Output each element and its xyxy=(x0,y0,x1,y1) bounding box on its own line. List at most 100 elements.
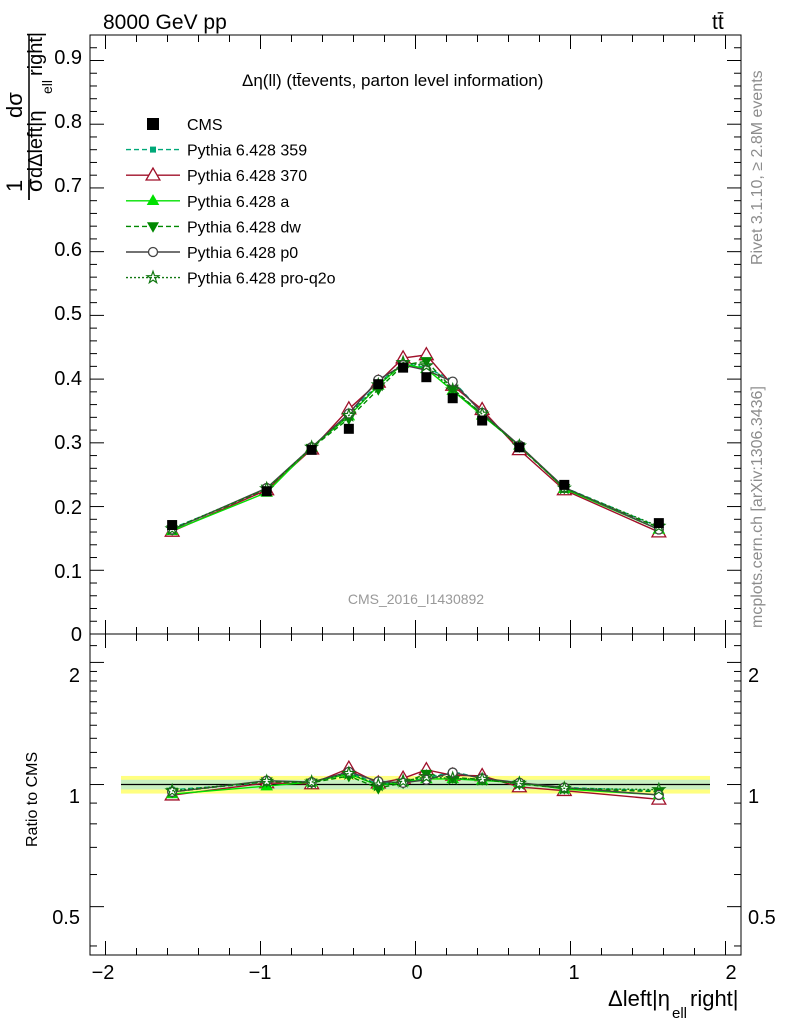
series-ratio-point xyxy=(341,765,357,780)
axis-ticks xyxy=(90,35,741,955)
legend-entry: Pythia 6.428 pro-q2o xyxy=(126,269,336,288)
series-point xyxy=(418,357,435,373)
series-ratio-point xyxy=(164,782,180,798)
xtick-label: −1 xyxy=(249,962,272,984)
series-line xyxy=(171,364,660,531)
legend-label: Pythia 6.428 370 xyxy=(187,168,307,185)
ylabel-subscript: ell xyxy=(39,80,55,94)
main-ytick-label: 0.7 xyxy=(54,175,82,197)
data-point xyxy=(261,486,272,497)
main-ytick-label: 0.3 xyxy=(54,432,82,454)
legend-marker xyxy=(147,246,159,258)
series-ratio-line xyxy=(172,767,659,801)
main-y-axis-label: 1 σ dσ dΔleft|η ell right| xyxy=(2,32,55,200)
series-line xyxy=(171,363,660,532)
legend-entry: Pythia 6.428 370 xyxy=(126,166,307,185)
xlabel-subscript: ell xyxy=(672,1005,687,1022)
series-group xyxy=(169,360,662,794)
legend-entry: Pythia 6.428 dw xyxy=(126,219,301,236)
series-ratio-point xyxy=(556,780,572,795)
series-point xyxy=(445,381,461,397)
series-ratio-point xyxy=(511,775,528,790)
main-ytick-label: 0.1 xyxy=(54,561,82,583)
legend: CMS Pythia 6.428 359 Pythia 6.428 370 Pythi… xyxy=(126,117,336,288)
legend-marker xyxy=(146,194,160,206)
xtick-label: 0 xyxy=(411,962,422,984)
ratio-ytick-label-right: 0.5 xyxy=(748,907,776,929)
series-layer xyxy=(164,346,667,805)
xlabel-main: Δleft|η xyxy=(608,986,670,1011)
series-ratio-point xyxy=(445,770,461,785)
series-group xyxy=(164,354,667,798)
ratio-ytick-label-right: 2 xyxy=(748,665,759,687)
data-point xyxy=(421,372,432,383)
main-ytick-label: 0.5 xyxy=(54,303,82,325)
series-group xyxy=(164,346,667,805)
data-point xyxy=(398,362,409,373)
ylabel-denominator: σ xyxy=(22,178,47,192)
ratio-ytick-label: 0.5 xyxy=(52,907,80,929)
legend-label: Pythia 6.428 pro-q2o xyxy=(187,271,336,288)
xtick-label: 1 xyxy=(568,962,579,984)
data-point xyxy=(559,479,570,490)
data-point xyxy=(343,423,354,434)
series-point xyxy=(447,376,458,387)
data-point xyxy=(167,520,178,531)
plot-title: Δη(ll) (tt̄events, parton level informat… xyxy=(242,71,543,90)
series-ratio-point xyxy=(303,774,320,789)
main-ytick-label: 0.9 xyxy=(54,47,82,69)
ylabel-dx: dΔleft|η xyxy=(25,111,47,178)
mcplots-label: mcplots.cern.ch [arXiv:1306.3436] xyxy=(749,386,766,628)
ratio-ytick-label: 2 xyxy=(69,665,80,687)
series-group xyxy=(166,357,665,799)
legend-label: Pythia 6.428 a xyxy=(187,194,289,211)
xtick-label: 2 xyxy=(725,962,736,984)
ylabel-tail: right| xyxy=(25,32,47,76)
legend-entry: Pythia 6.428 a xyxy=(126,194,289,211)
series-ratio-point xyxy=(418,768,435,784)
legend-label: Pythia 6.428 359 xyxy=(187,143,307,160)
main-ytick-label: 0.6 xyxy=(54,239,82,261)
series-group xyxy=(166,359,664,801)
ratio-y-axis-label: Ratio to CMS xyxy=(24,752,41,847)
data-point xyxy=(514,442,525,453)
analysis-id-label: CMS_2016_I1430892 xyxy=(348,591,484,607)
data-point xyxy=(447,393,458,404)
data-point xyxy=(653,518,664,529)
xtick-label: −2 xyxy=(92,962,115,984)
legend-entry: Pythia 6.428 359 xyxy=(126,143,307,160)
rivet-version-label: Rivet 3.1.10, ≥ 2.8M events xyxy=(749,70,766,265)
ratio-ytick-label-right: 1 xyxy=(748,786,759,808)
legend-label: Pythia 6.428 p0 xyxy=(187,245,298,262)
energy-label: 8000 GeV pp xyxy=(103,11,227,34)
series-ratio-point xyxy=(653,789,664,801)
legend-marker xyxy=(145,269,161,285)
series-line xyxy=(171,361,660,530)
series-ratio-point xyxy=(166,786,178,798)
main-ytick-label: 0.4 xyxy=(54,368,82,390)
legend-marker xyxy=(146,222,160,233)
legend-label: CMS xyxy=(187,117,223,134)
legend-marker xyxy=(147,118,159,130)
series-line xyxy=(171,354,660,533)
data-point xyxy=(373,379,384,390)
process-label: tt̄ xyxy=(712,11,724,34)
main-ytick-label: 0 xyxy=(71,624,82,646)
ratio-ytick-label: 1 xyxy=(69,786,80,808)
legend-marker xyxy=(150,146,156,153)
series-line xyxy=(171,362,660,529)
series-line xyxy=(171,360,660,531)
series-group xyxy=(165,357,666,800)
series-ratio-point xyxy=(259,773,275,788)
series-ratio-line xyxy=(172,772,659,792)
series-point xyxy=(341,407,357,422)
legend-entry: CMS xyxy=(147,117,223,134)
series-ratio-point xyxy=(474,771,490,786)
ylabel-dsigma: dσ xyxy=(2,92,27,118)
ylabel-numerator: 1 xyxy=(2,180,27,192)
data-point xyxy=(477,415,488,426)
series-ratio-point xyxy=(395,773,411,788)
legend-marker xyxy=(144,166,162,181)
main-ytick-label: 0.8 xyxy=(54,111,82,133)
